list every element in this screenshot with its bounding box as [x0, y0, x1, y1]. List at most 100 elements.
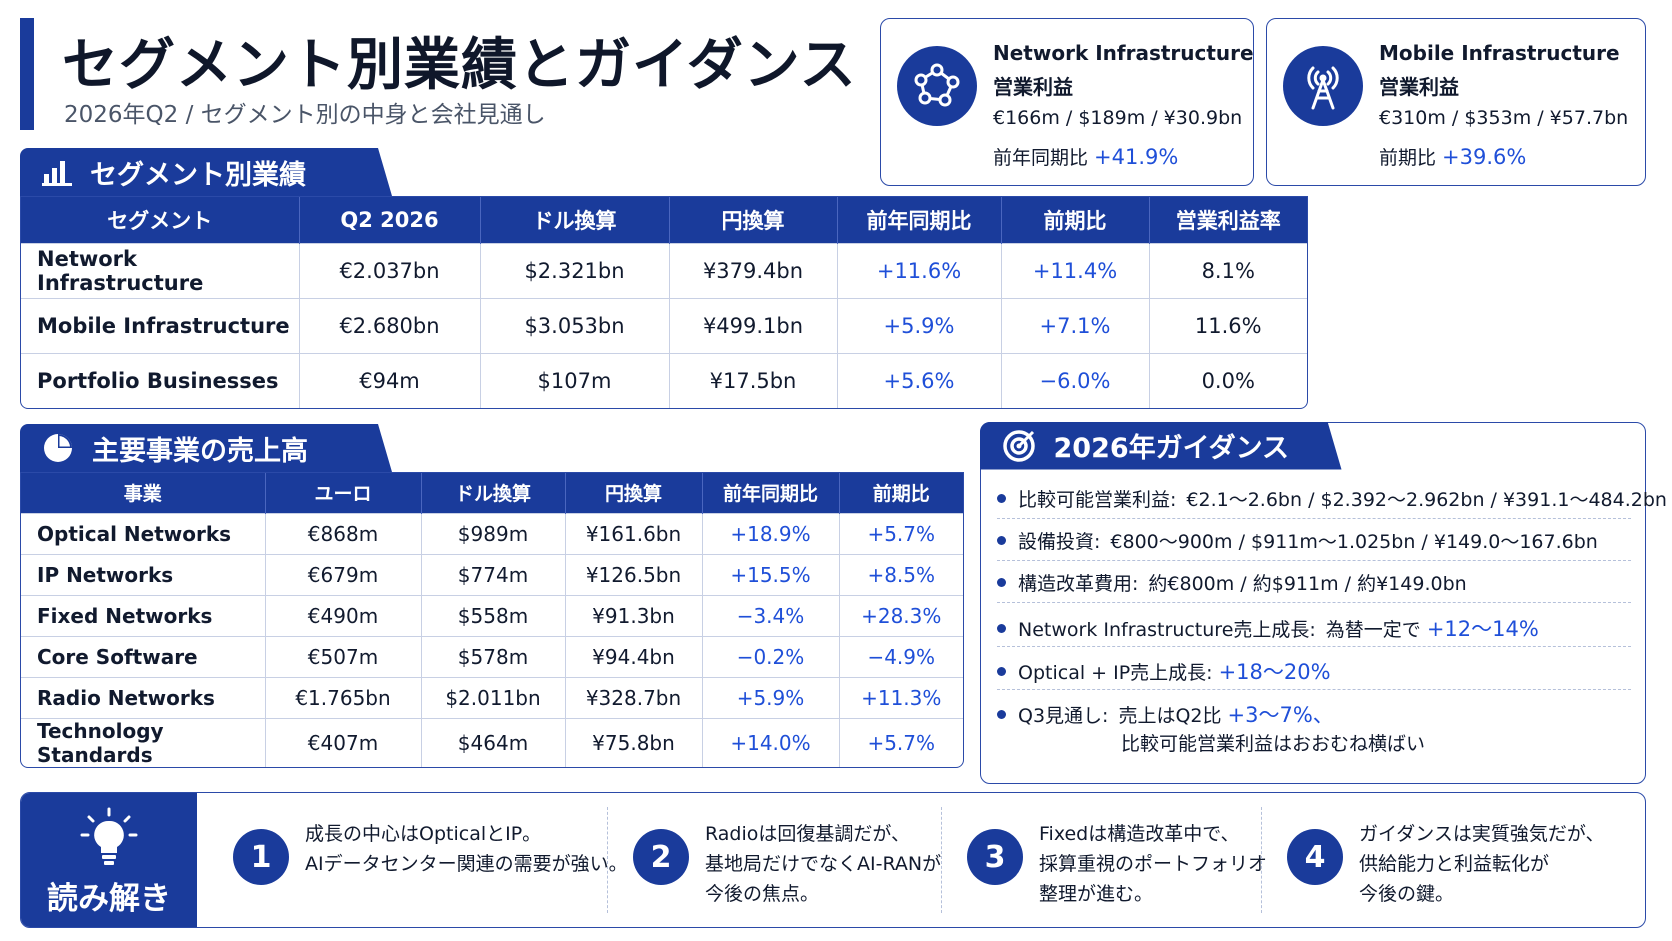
insight-text: Fixedは構造改革中で、 採算重視のポートフォリオ 整理が進む。	[1039, 819, 1267, 909]
guidance-divider	[997, 646, 1631, 647]
table-cell: $989m	[421, 512, 566, 554]
column-header: 前年同期比	[702, 473, 840, 513]
guidance-divider	[997, 560, 1631, 561]
table-cell: $2.011bn	[421, 676, 566, 718]
page-title: セグメント別業績とガイダンス	[62, 33, 857, 98]
column-header: 事業	[21, 473, 266, 513]
insight-number-badge: 2	[633, 829, 689, 885]
table-cell: 11.6%	[1149, 297, 1307, 353]
table-row: Portfolio Businesses €94m $107m ¥17.5bn +5.6…	[21, 352, 1307, 408]
table-cell: +7.1%	[1001, 297, 1150, 353]
column-header: 前期比	[1001, 197, 1150, 243]
insight-divider	[607, 807, 608, 913]
guidance-item: Optical + IP売上成長: +18～20%	[997, 656, 1631, 686]
column-header: 円換算	[669, 197, 838, 243]
table-cell: $3.053bn	[480, 297, 670, 353]
row-label: Portfolio Businesses	[21, 352, 300, 408]
column-header: ドル換算	[421, 473, 566, 513]
insight-divider	[1261, 807, 1262, 913]
guidance-item-highlight: +18～20%	[1218, 660, 1331, 684]
table-cell: ¥328.7bn	[565, 676, 703, 718]
guidance-item-label: Q3見通し:	[1018, 705, 1109, 727]
kpi-metric-name: 営業利益	[1379, 75, 1459, 99]
table-cell: €407m	[265, 717, 422, 767]
guidance-item-highlight: +12～14%	[1426, 617, 1539, 641]
bullet-dot	[997, 667, 1006, 676]
table-cell: €94m	[299, 352, 481, 408]
guidance-item-label: 設備投資:	[1018, 531, 1101, 553]
column-header: 営業利益率	[1149, 197, 1307, 243]
table-cell: +5.7%	[839, 717, 963, 767]
radio-tower-icon	[1283, 46, 1363, 126]
insight-text-line: 基地局だけでなくAI-RANが	[705, 853, 942, 875]
pie-chart-icon	[42, 432, 74, 464]
guidance-item-label: 比較可能営業利益:	[1018, 489, 1177, 511]
table-cell: ¥94.4bn	[565, 635, 703, 677]
column-header: Q2 2026	[299, 197, 481, 243]
table-cell: €2.037bn	[299, 242, 481, 298]
table-cell: $558m	[421, 594, 566, 636]
table-cell: ¥91.3bn	[565, 594, 703, 636]
table-cell: €679m	[265, 553, 422, 595]
insight-divider	[941, 807, 942, 913]
guidance-item: 設備投資: €800～900m / $911m～1.025bn / ¥149.0～…	[997, 527, 1631, 554]
guidance-item-label: 構造改革費用:	[1018, 573, 1139, 595]
table-cell: $578m	[421, 635, 566, 677]
business-section-heading: 主要事業の売上高	[20, 424, 392, 472]
table-cell: $774m	[421, 553, 566, 595]
table-row: Radio Networks €1.765bn $2.011bn ¥328.7bn +5…	[21, 676, 963, 718]
table-cell: −6.0%	[1001, 352, 1150, 408]
kpi-change-value: +41.9%	[1094, 145, 1179, 169]
segment-table: セグメント Q2 2026 ドル換算 円換算 前年同期比 前期比 営業利益率 Network…	[21, 197, 1307, 408]
segment-section-heading: セグメント別業績	[20, 148, 392, 196]
row-label: Core Software	[21, 635, 266, 677]
kpi-change-label: 前期比	[1379, 147, 1437, 169]
guidance-panel: 2026年ガイダンス 比較可能営業利益: €2.1～2.6bn / $2.392～…	[980, 422, 1667, 784]
bullet-dot	[997, 624, 1006, 633]
kpi-segment-name: Network Infrastructure	[993, 41, 1254, 65]
table-cell: €2.680bn	[299, 297, 481, 353]
guidance-item-highlight: +3～7%、	[1227, 703, 1334, 727]
lightbulb-icon	[79, 807, 139, 873]
table-cell: ¥126.5bn	[565, 553, 703, 595]
table-cell: ¥161.6bn	[565, 512, 703, 554]
row-label: Radio Networks	[21, 676, 266, 718]
table-cell: ¥75.8bn	[565, 717, 703, 767]
table-cell: $107m	[480, 352, 670, 408]
table-cell: +18.9%	[702, 512, 840, 554]
bullet-dot	[997, 710, 1006, 719]
kpi-values: €166m / $189m / ¥30.9bn	[993, 107, 1243, 129]
table-cell: +5.9%	[702, 676, 840, 718]
table-row: Technology Standards €407m $464m ¥75.8bn +14…	[21, 717, 963, 767]
bullet-dot	[997, 578, 1006, 587]
guidance-item: 構造改革費用: 約€800m / 約$911m / 約¥149.0bn	[997, 569, 1631, 596]
insight-text-line: 整理が進む。	[1039, 883, 1154, 905]
insight-number-badge: 3	[967, 829, 1023, 885]
business-table-header: 事業 ユーロ ドル換算 円換算 前年同期比 前期比	[21, 473, 963, 513]
insight-number-badge: 1	[233, 829, 289, 885]
table-cell: +14.0%	[702, 717, 840, 767]
kpi-change-label: 前年同期比	[993, 147, 1089, 169]
table-row: Core Software €507m $578m ¥94.4bn −0.2% −4.9%	[21, 635, 963, 677]
bullet-dot	[997, 494, 1006, 503]
kpi-segment-name: Mobile Infrastructure	[1379, 41, 1620, 65]
table-cell: +5.9%	[837, 297, 1002, 353]
business-table-container: 事業 ユーロ ドル換算 円換算 前年同期比 前期比 Optical Networks €86…	[20, 472, 964, 768]
guidance-item-text: 売上はQ2比	[1118, 705, 1222, 727]
table-cell: 8.1%	[1149, 242, 1307, 298]
guidance-item-text: €2.1～2.6bn / $2.392～2.962bn / ¥391.1～484…	[1186, 489, 1667, 511]
guidance-item: 比較可能営業利益: €2.1～2.6bn / $2.392～2.962bn / ¥…	[997, 485, 1667, 512]
column-header: 前期比	[839, 473, 963, 513]
table-cell: ¥17.5bn	[669, 352, 838, 408]
table-cell: +5.6%	[837, 352, 1002, 408]
table-row: IP Networks €679m $774m ¥126.5bn +15.5% +8.5%	[21, 553, 963, 595]
guidance-item-text: €800～900m / $911m～1.025bn / ¥149.0～167.6…	[1110, 531, 1598, 553]
guidance-divider	[997, 602, 1631, 603]
kpi-change-value: +39.6%	[1442, 145, 1527, 169]
row-label: IP Networks	[21, 553, 266, 595]
guidance-item-text: 為替一定で	[1325, 619, 1421, 641]
guidance-divider	[997, 689, 1631, 690]
insights-panel: 読み解き 1 成長の中心はOpticalとIP。 AIデータセンター関連の需要が強い…	[20, 792, 1646, 928]
table-cell: +15.5%	[702, 553, 840, 595]
insight-text-line: ガイダンスは実質強気だが、	[1359, 823, 1605, 845]
